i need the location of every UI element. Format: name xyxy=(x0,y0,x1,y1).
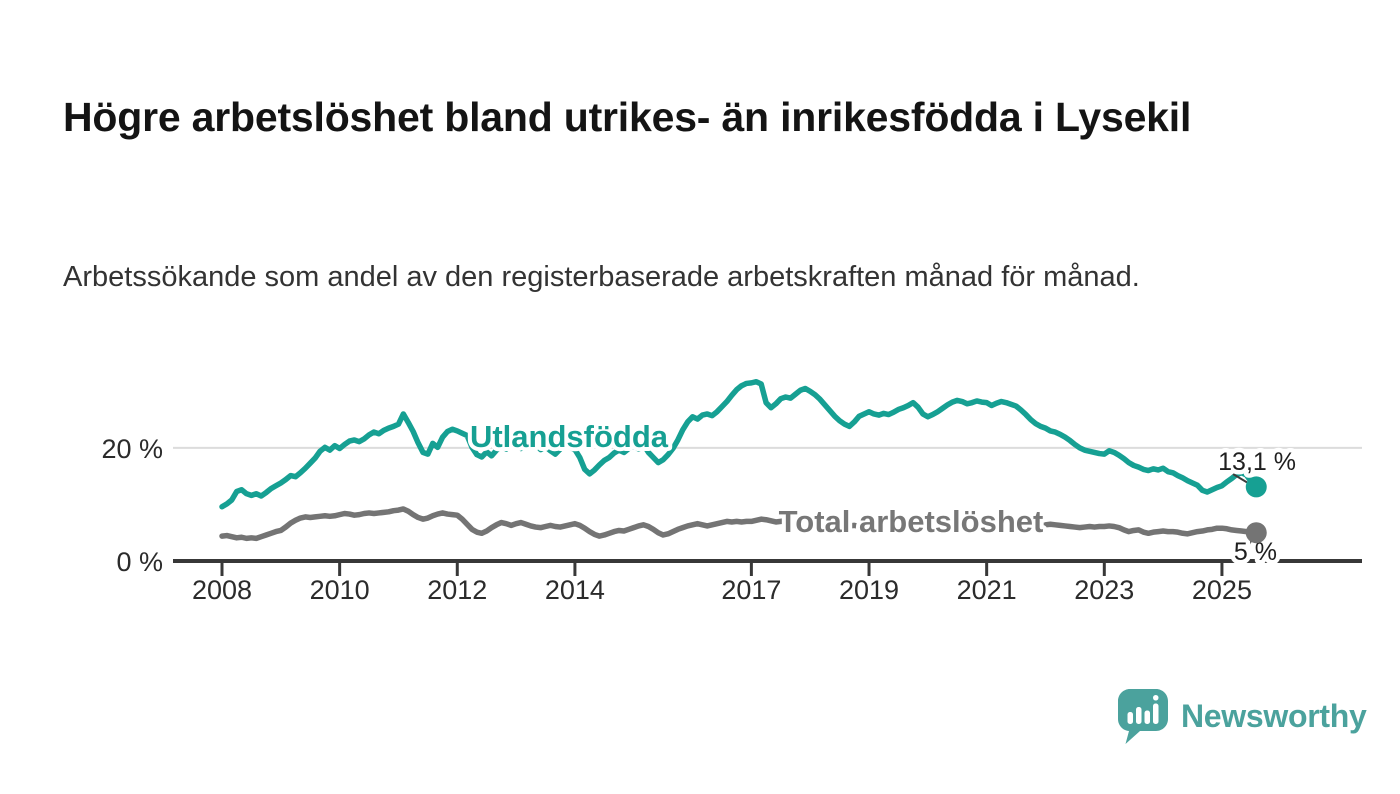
x-tick-label: 2014 xyxy=(545,575,605,605)
teal-endlabel-connector xyxy=(1232,473,1249,484)
chart-end-dots-layer xyxy=(1245,476,1267,544)
series-label-total-arbetsloshet: Total arbetslöshet xyxy=(779,504,1044,539)
end-value-label-utlandsfodda: 13,1 % xyxy=(1218,448,1296,476)
x-tick-label: 2008 xyxy=(192,575,252,605)
newsworthy-wordmark: Newsworthy xyxy=(1181,697,1367,734)
x-tick-label: 2019 xyxy=(839,575,899,605)
series-label-utlandsfodda: Utlandsfödda xyxy=(470,419,669,454)
chart-generated-layer: 0 % 20 % 2008 2010 2012 2014 2017 2019 2021 2023 2… xyxy=(101,378,1362,605)
data-line-total xyxy=(219,506,1260,542)
page-title: Högre arbetslöshet bland utrikes- än inr… xyxy=(63,94,1192,141)
x-tick-label: 2021 xyxy=(957,575,1017,605)
bar-chart-glyph xyxy=(1127,695,1159,724)
exclamation-bar xyxy=(1153,703,1159,724)
page-subtitle: Arbetssökande som andel av den registerb… xyxy=(63,261,1140,293)
speech-bubble-shape xyxy=(1118,689,1168,744)
x-tick-label: 2023 xyxy=(1074,575,1134,605)
exclamation-dot xyxy=(1153,695,1159,701)
end-dot-utlandsfodda xyxy=(1245,476,1267,498)
end-dot-total xyxy=(1245,522,1267,544)
x-tick-label: 2012 xyxy=(427,575,487,605)
x-tick-label: 2025 xyxy=(1192,575,1252,605)
x-tick-label: 2010 xyxy=(310,575,370,605)
y-tick-label: 20 % xyxy=(101,434,163,464)
chart-annotation-layer: Utlandsfödda Total arbetslöshet 13,1 % 5… xyxy=(466,415,1301,571)
x-tick-label: 2017 xyxy=(721,575,781,605)
newsworthy-logo[interactable]: Newsworthy xyxy=(1115,686,1367,746)
newsworthy-logo-icon xyxy=(1118,689,1168,744)
data-line-utlandsfodda xyxy=(219,378,1260,510)
y-tick-label: 0 % xyxy=(116,547,163,577)
